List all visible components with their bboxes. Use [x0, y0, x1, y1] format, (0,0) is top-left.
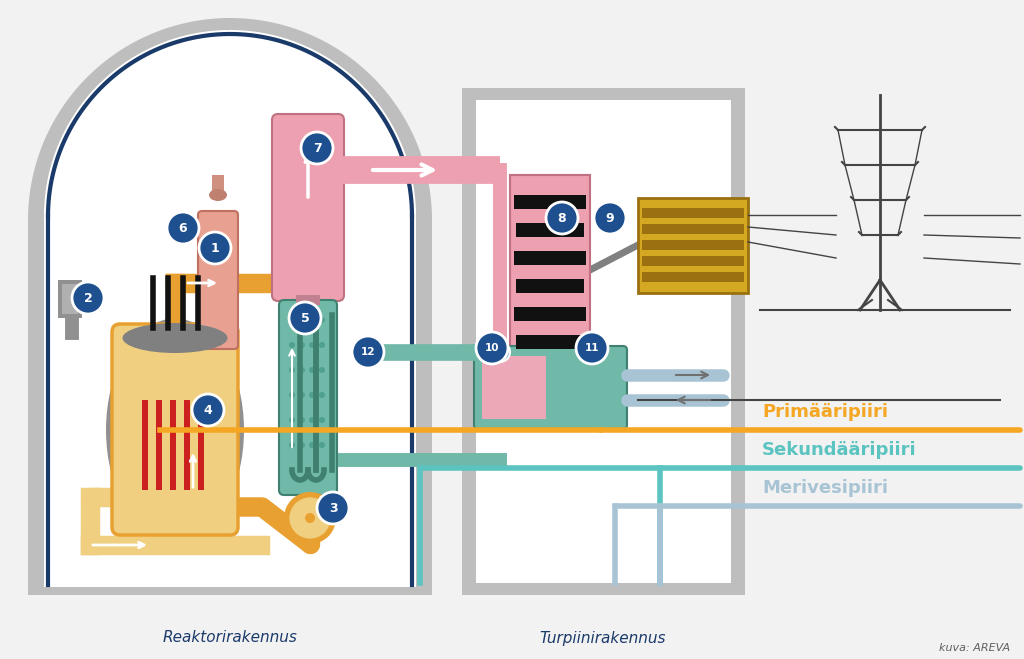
Circle shape: [546, 202, 578, 234]
Circle shape: [299, 442, 305, 448]
Text: 12: 12: [360, 347, 375, 357]
Bar: [28, 220, 432, 595]
Bar: [638, 198, 748, 293]
Bar: [58, 280, 82, 318]
Ellipse shape: [106, 318, 244, 542]
Ellipse shape: [123, 323, 227, 353]
Text: 11: 11: [585, 343, 599, 353]
Circle shape: [317, 492, 349, 524]
Bar: [212, 175, 224, 195]
Circle shape: [305, 513, 315, 523]
Bar: [62, 284, 78, 314]
Circle shape: [490, 342, 510, 362]
Text: 10: 10: [484, 343, 500, 353]
Bar: [642, 272, 744, 282]
Circle shape: [319, 442, 325, 448]
Text: 9: 9: [605, 212, 614, 225]
Bar: [296, 295, 319, 305]
Circle shape: [299, 417, 305, 423]
Circle shape: [319, 417, 325, 423]
Text: 4: 4: [204, 403, 212, 416]
Text: kuva: AREVA: kuva: AREVA: [939, 643, 1010, 653]
Text: Sekundääripiiri: Sekundääripiiri: [762, 441, 916, 459]
Bar: [514, 307, 586, 321]
Bar: [516, 335, 584, 349]
Bar: [514, 251, 586, 265]
FancyBboxPatch shape: [279, 300, 337, 495]
Text: 2: 2: [84, 291, 92, 304]
Circle shape: [319, 317, 325, 323]
Polygon shape: [28, 18, 432, 220]
Text: 3: 3: [329, 501, 337, 515]
Text: Reaktorirakennus: Reaktorirakennus: [163, 631, 297, 646]
FancyBboxPatch shape: [272, 114, 344, 301]
Circle shape: [319, 367, 325, 373]
Bar: [642, 224, 744, 234]
Circle shape: [289, 317, 295, 323]
Bar: [482, 356, 546, 419]
Circle shape: [199, 232, 231, 264]
Bar: [642, 208, 744, 218]
Circle shape: [193, 394, 224, 426]
Text: Turpiinirakennus: Turpiinirakennus: [540, 631, 667, 646]
Bar: [462, 88, 745, 595]
Text: 6: 6: [178, 221, 187, 235]
Text: 8: 8: [558, 212, 566, 225]
Circle shape: [319, 392, 325, 398]
Circle shape: [352, 336, 384, 368]
Bar: [642, 256, 744, 266]
Circle shape: [72, 282, 104, 314]
Circle shape: [309, 342, 315, 348]
Polygon shape: [44, 30, 416, 216]
Bar: [476, 100, 731, 583]
Bar: [184, 400, 190, 490]
Circle shape: [476, 332, 508, 364]
Text: 5: 5: [301, 312, 309, 324]
Circle shape: [289, 342, 295, 348]
Circle shape: [289, 417, 295, 423]
Bar: [170, 400, 176, 490]
Circle shape: [309, 367, 315, 373]
Circle shape: [309, 317, 315, 323]
Bar: [514, 195, 586, 209]
Circle shape: [299, 342, 305, 348]
Bar: [142, 400, 148, 490]
Circle shape: [309, 417, 315, 423]
Bar: [510, 175, 590, 365]
Circle shape: [289, 302, 321, 334]
Circle shape: [299, 367, 305, 373]
Circle shape: [289, 367, 295, 373]
Circle shape: [299, 317, 305, 323]
Circle shape: [319, 342, 325, 348]
FancyBboxPatch shape: [198, 211, 238, 349]
Circle shape: [594, 202, 626, 234]
Bar: [642, 240, 744, 250]
FancyBboxPatch shape: [112, 324, 238, 535]
Text: Primääripiiri: Primääripiiri: [762, 403, 888, 421]
Circle shape: [284, 492, 336, 544]
Ellipse shape: [209, 189, 227, 201]
Circle shape: [309, 442, 315, 448]
Circle shape: [301, 132, 333, 164]
Bar: [156, 400, 162, 490]
Text: 7: 7: [312, 142, 322, 154]
Circle shape: [289, 392, 295, 398]
Bar: [516, 279, 584, 293]
Bar: [198, 400, 204, 490]
FancyBboxPatch shape: [474, 346, 627, 429]
Circle shape: [309, 392, 315, 398]
Circle shape: [575, 332, 608, 364]
Text: Merivesipiiri: Merivesipiiri: [762, 479, 888, 497]
Circle shape: [288, 496, 332, 540]
Bar: [44, 208, 416, 587]
Circle shape: [289, 442, 295, 448]
Text: 1: 1: [211, 241, 219, 254]
Circle shape: [299, 392, 305, 398]
Bar: [516, 223, 584, 237]
Circle shape: [167, 212, 199, 244]
Polygon shape: [510, 365, 590, 405]
